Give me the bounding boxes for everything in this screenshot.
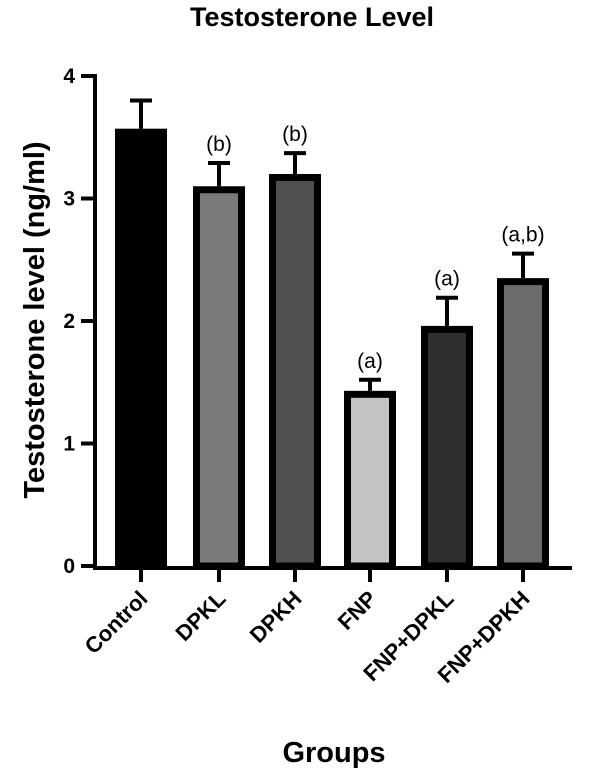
significance-label: (b) bbox=[282, 123, 308, 146]
significance-label: (b) bbox=[206, 133, 232, 156]
x-tick-label: FNP bbox=[333, 586, 382, 635]
x-tick-label: DPKL bbox=[171, 586, 231, 646]
significance-label: (a) bbox=[434, 268, 460, 291]
y-tick-label: 3 bbox=[63, 188, 75, 211]
y-tick-label: 4 bbox=[63, 65, 75, 88]
bars-layer: (b) (b) (a) (a) (a,b) bbox=[115, 98, 549, 570]
x-tick-label: Control bbox=[80, 586, 153, 659]
x-tick-label: DPKH bbox=[245, 586, 307, 648]
bar-fnp-dpkh bbox=[497, 278, 549, 570]
bar-fnp-dpkl bbox=[421, 325, 473, 570]
bar-dpkl bbox=[193, 186, 245, 570]
y-tick-label: 1 bbox=[63, 433, 75, 456]
x-axis-title: Groups bbox=[282, 737, 385, 769]
bar-dpkh bbox=[269, 174, 321, 570]
y-tick-label: 2 bbox=[63, 310, 75, 333]
significance-label: (a,b) bbox=[501, 224, 544, 247]
bar-control bbox=[115, 128, 167, 570]
chart-title: Testosterone Level bbox=[190, 2, 434, 32]
y-axis-title: Testosterone level (ng/ml) bbox=[19, 141, 51, 498]
significance-label: (a) bbox=[357, 350, 383, 373]
bar-fnp bbox=[344, 390, 396, 570]
y-tick-label: 0 bbox=[63, 555, 75, 578]
